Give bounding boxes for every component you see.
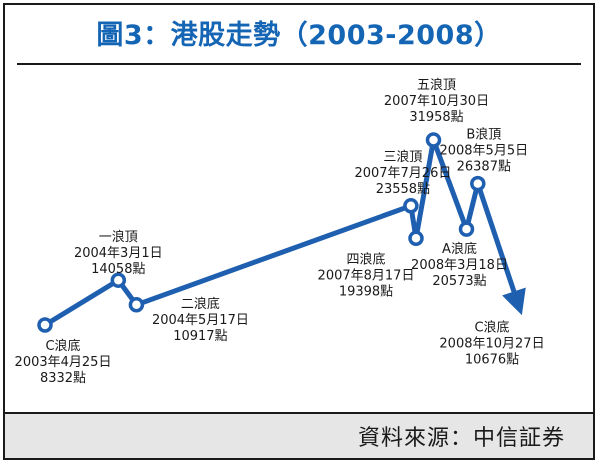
annotation-wave-name: A浪底	[442, 241, 477, 257]
annotation-date: 2007年10月30日	[384, 94, 489, 109]
annotation-date: 2008年10月27日	[439, 337, 544, 352]
data-point-4	[403, 198, 419, 214]
annotation-date: 2003年4月25日	[15, 355, 112, 370]
source-label: 資料來源：中信証券	[357, 426, 565, 451]
annotation-value: 14058點	[91, 262, 145, 277]
source-bar: 資料來源：中信証券	[5, 412, 593, 458]
data-point-2	[110, 272, 127, 288]
annotation-wave-name: 三浪頂	[383, 150, 422, 165]
annotation-date: 2008年3月18日	[411, 258, 508, 273]
data-point-7	[458, 221, 475, 237]
title-divider	[17, 63, 581, 65]
annotation-wave-name: 二浪底	[181, 296, 220, 312]
annotation-date: 2007年8月17日	[318, 268, 415, 283]
annotation-value: 8332點	[40, 371, 86, 386]
annotation-value: 10917點	[173, 329, 227, 344]
annotation-date: 2004年5月17日	[152, 313, 249, 328]
annotation-wave-name: 五浪頂	[417, 78, 456, 93]
annotation-wave-name: C浪底	[45, 338, 80, 354]
data-point-1	[37, 317, 53, 333]
annotation-value: 20573點	[432, 274, 486, 289]
chart-title: 圖3：港股走勢（2003-2008）	[96, 20, 502, 51]
annotation-value: 26387點	[457, 160, 511, 175]
series-layer	[37, 132, 526, 333]
annotation-value: 10676點	[465, 353, 519, 368]
annotation-wave-name: 一浪頂	[99, 230, 138, 245]
annotation-date: 2007年7月26日	[354, 166, 451, 181]
data-point-3	[128, 297, 145, 313]
data-point-5	[408, 230, 424, 247]
data-point-6	[425, 132, 442, 148]
annotation-date: 2004年3月1日	[74, 246, 163, 261]
annotation-date: 2008年5月5日	[439, 144, 528, 159]
annotation-value: 31958點	[409, 110, 463, 125]
data-point-8	[470, 175, 486, 192]
annotation-wave-name: 四浪底	[346, 251, 385, 267]
annotation-wave-name: C浪底	[474, 320, 509, 336]
annotation-value: 23558點	[376, 182, 430, 197]
label-layer: C浪底2003年4月25日8332點一浪頂2004年3月1日14058點二浪底2…	[15, 78, 545, 386]
series-arrow-segment	[475, 182, 526, 316]
annotation-wave-name: B浪頂	[466, 128, 501, 143]
annotation-value: 19398點	[339, 284, 393, 299]
